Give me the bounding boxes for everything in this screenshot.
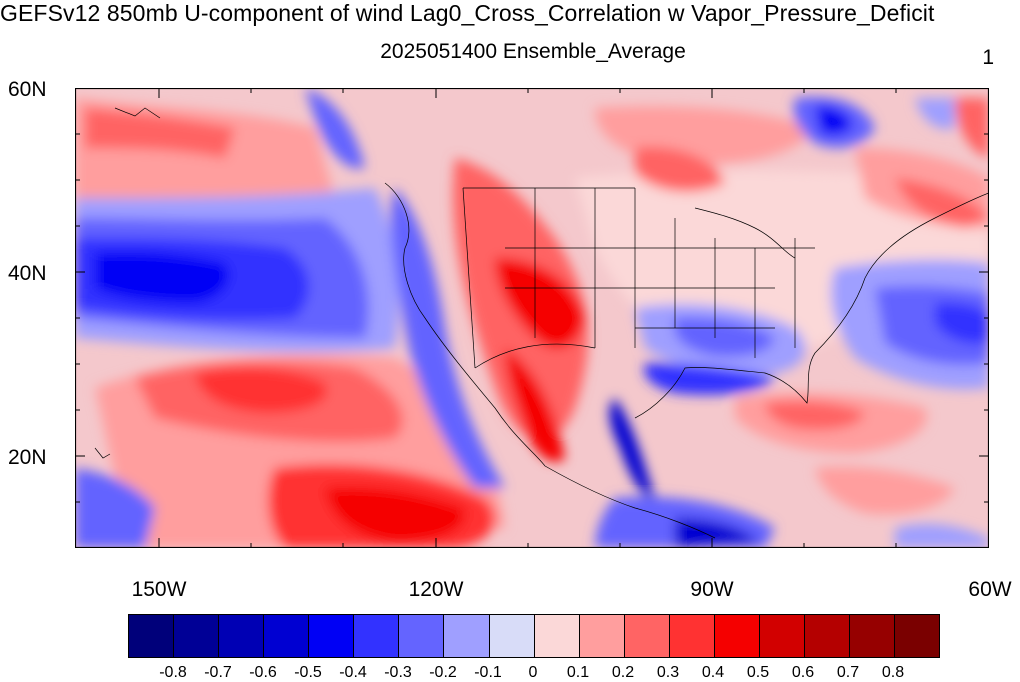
colorbar-tick-label: -0.7 [204,664,232,681]
colorbar-box [489,615,535,657]
correlation-map [75,88,989,548]
colorbar-tick-label: -0.8 [159,664,187,681]
colorbar-box [534,615,580,657]
colorbar-box [850,615,896,657]
lat-label-60n: 60N [8,78,47,101]
colorbar-box [669,615,715,657]
colorbar-tick-label: -0.1 [474,664,502,681]
axis-ticks [75,88,989,548]
colorbar-tick-label: -0.6 [249,664,277,681]
lat-label-40n: 40N [8,262,47,285]
colorbar-tick-label: 0.5 [746,664,770,681]
colorbar-tick-label: 0.7 [836,664,860,681]
colorbar-tick-label: -0.2 [429,664,457,681]
colorbar-tick-label: 0.8 [881,664,905,681]
colorbar-box [399,615,445,657]
lon-label-120w: 120W [408,578,464,601]
lon-label-150w: 150W [131,578,187,601]
colorbar-box [129,615,175,657]
colorbar-box [354,615,400,657]
correlation-field [75,88,989,548]
colorbar-tick-label: 0.2 [611,664,635,681]
colorbar-box [309,615,355,657]
colorbar-box [579,615,625,657]
colorbar-tick-label: 0.4 [701,664,725,681]
panel-number: 1 [982,46,994,69]
figure-title: GEFSv12 850mb U-component of wind Lag0_C… [0,0,935,26]
lon-label-90w: 90W [690,578,734,601]
map-canvas [75,88,989,548]
colorbar-box [714,615,760,657]
colorbar-box [895,615,940,657]
colorbar-box [219,615,265,657]
colorbar-box [174,615,220,657]
colorbar-box [264,615,310,657]
figure-subtitle: 2025051400 Ensemble_Average [380,40,686,63]
colorbar-tick-label: -0.3 [384,664,412,681]
coastlines [94,107,989,539]
colorbar-tick-label: 0.1 [566,664,590,681]
colorbar-box [759,615,805,657]
colorbar-box [444,615,490,657]
colorbar-tick-label: -0.5 [294,664,322,681]
colorbar-box [624,615,670,657]
colorbar-tick-label: -0.4 [339,664,367,681]
colorbar-tick-label: 0 [528,664,538,681]
lon-label-60w: 60W [968,578,1012,601]
lat-label-20n: 20N [8,446,47,469]
colorbar [128,614,940,658]
colorbar-tick-label: 0.6 [791,664,815,681]
colorbar-tick-label: 0.3 [656,664,680,681]
colorbar-box [804,615,850,657]
